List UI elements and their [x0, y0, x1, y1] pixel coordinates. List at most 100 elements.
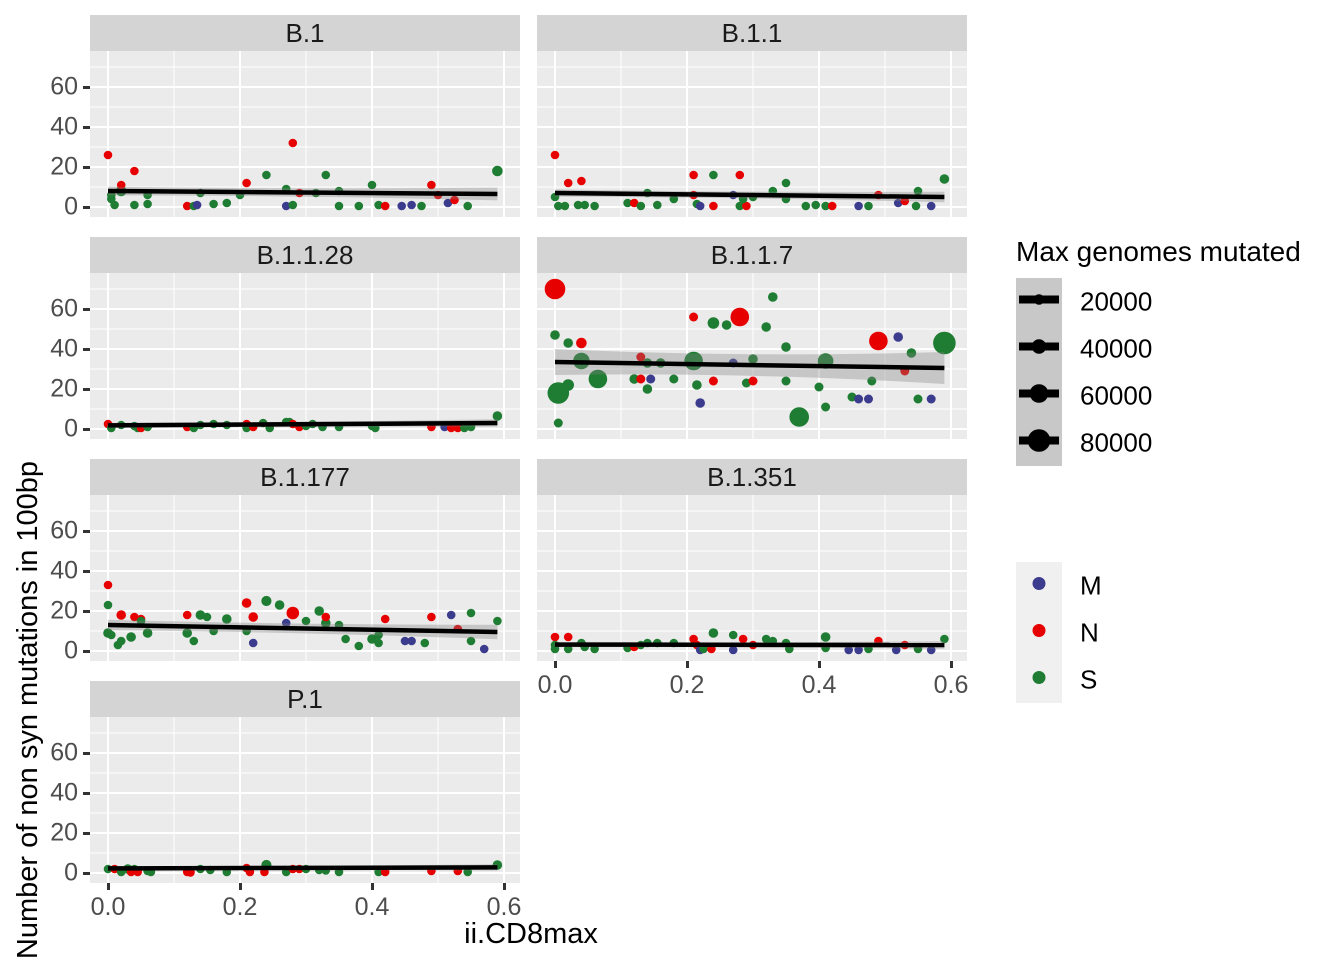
facet-strip-label: B.1 — [90, 15, 520, 51]
data-point-S — [301, 616, 311, 626]
data-point-S — [288, 200, 298, 210]
data-point-S — [113, 640, 123, 650]
data-point-S — [321, 170, 331, 180]
data-point-N — [241, 598, 252, 608]
data-point-N — [446, 423, 456, 433]
facet-panel-plot — [90, 717, 520, 883]
y-tick-label: 20 — [50, 152, 78, 181]
x-tick-label: 0.6 — [486, 893, 522, 921]
data-point-S — [748, 354, 758, 364]
data-point-S — [580, 200, 589, 210]
data-point-M — [446, 610, 456, 620]
data-point-M — [926, 201, 936, 211]
y-tick-mark — [83, 428, 90, 431]
y-tick-mark — [83, 126, 90, 129]
data-point-S — [354, 641, 364, 651]
data-point-M — [192, 200, 202, 210]
data-point-M — [844, 645, 853, 655]
data-point-N — [748, 376, 758, 386]
facet-B.1.177: B.1.177 — [90, 459, 520, 661]
y-tick-mark — [83, 872, 90, 875]
facet-panel-plot — [537, 51, 967, 217]
data-point-S — [761, 634, 771, 644]
data-point-S — [781, 178, 791, 188]
data-point-N — [577, 176, 586, 186]
y-tick-label: 40 — [50, 334, 78, 363]
data-point-N — [182, 201, 192, 211]
data-point-M — [646, 374, 656, 384]
facet-strip-label: B.1.1.7 — [537, 237, 967, 273]
regression-line — [107, 622, 498, 635]
data-point-N — [689, 170, 698, 180]
facet-P.1: P.1 — [90, 681, 520, 883]
y-tick-mark — [83, 650, 90, 653]
color-legend-label: M — [1080, 570, 1102, 600]
data-point-M — [443, 198, 453, 208]
data-point-S — [636, 201, 646, 211]
data-point-M — [893, 332, 903, 342]
y-tick-mark — [83, 388, 90, 391]
facet-B.1: B.1 — [90, 15, 520, 217]
data-point-N — [286, 606, 300, 620]
data-point-S — [642, 384, 653, 394]
data-point-N — [288, 138, 298, 148]
data-point-S — [334, 201, 344, 211]
panel-background — [537, 51, 967, 217]
y-tick-label: 60 — [50, 738, 78, 767]
data-point-M — [407, 636, 416, 646]
data-point-S — [189, 636, 199, 646]
y-tick-label: 40 — [50, 778, 78, 807]
regression-line — [554, 190, 945, 200]
data-point-S — [562, 379, 574, 391]
x-tick-label: 0.2 — [669, 671, 705, 699]
data-point-N — [453, 423, 463, 433]
y-tick-label: 20 — [50, 374, 78, 403]
data-point-M — [854, 645, 863, 655]
data-point-S — [789, 407, 809, 427]
data-point-S — [768, 292, 778, 302]
data-point-S — [867, 376, 877, 386]
data-point-N — [242, 178, 251, 188]
color-key-glyph — [1029, 667, 1049, 692]
y-tick-mark — [83, 206, 90, 209]
size-key-svg — [1019, 338, 1059, 354]
data-point-N — [689, 312, 699, 322]
data-point-S — [563, 338, 573, 348]
color-key-point — [1032, 576, 1046, 590]
data-point-M — [864, 394, 873, 404]
data-point-S — [492, 411, 503, 421]
size-legend-label: 80000 — [1080, 427, 1153, 457]
data-point-S — [911, 201, 921, 211]
data-point-M — [891, 645, 901, 655]
data-point-S — [143, 199, 152, 209]
size-key-svg — [1019, 293, 1059, 305]
y-tick-label: 40 — [50, 556, 78, 585]
y-tick-label: 0 — [64, 414, 78, 443]
data-point-S — [466, 636, 476, 646]
data-point-N — [130, 166, 139, 176]
y-tick-mark — [83, 832, 90, 835]
data-point-S — [653, 200, 662, 210]
y-tick-mark — [83, 530, 90, 533]
x-tick-mark — [503, 883, 506, 890]
data-point-M — [854, 394, 864, 404]
data-point-S — [821, 402, 831, 412]
y-tick-mark — [83, 308, 90, 311]
data-point-S — [374, 630, 383, 640]
data-point-S — [781, 376, 791, 386]
data-point-S — [209, 199, 218, 209]
data-point-M — [281, 618, 291, 628]
data-point-S — [669, 194, 679, 204]
regression-line — [107, 188, 498, 197]
data-point-S — [130, 200, 139, 210]
y-tick-mark — [83, 752, 90, 755]
data-point-S — [820, 632, 831, 642]
y-tick-label: 60 — [50, 294, 78, 323]
data-point-S — [913, 394, 923, 404]
x-tick-label: 0.0 — [537, 671, 573, 699]
data-point-N — [427, 180, 436, 190]
data-point-N — [827, 201, 837, 211]
data-point-M — [248, 638, 258, 648]
data-point-S — [103, 600, 113, 610]
data-point-N — [321, 612, 331, 622]
